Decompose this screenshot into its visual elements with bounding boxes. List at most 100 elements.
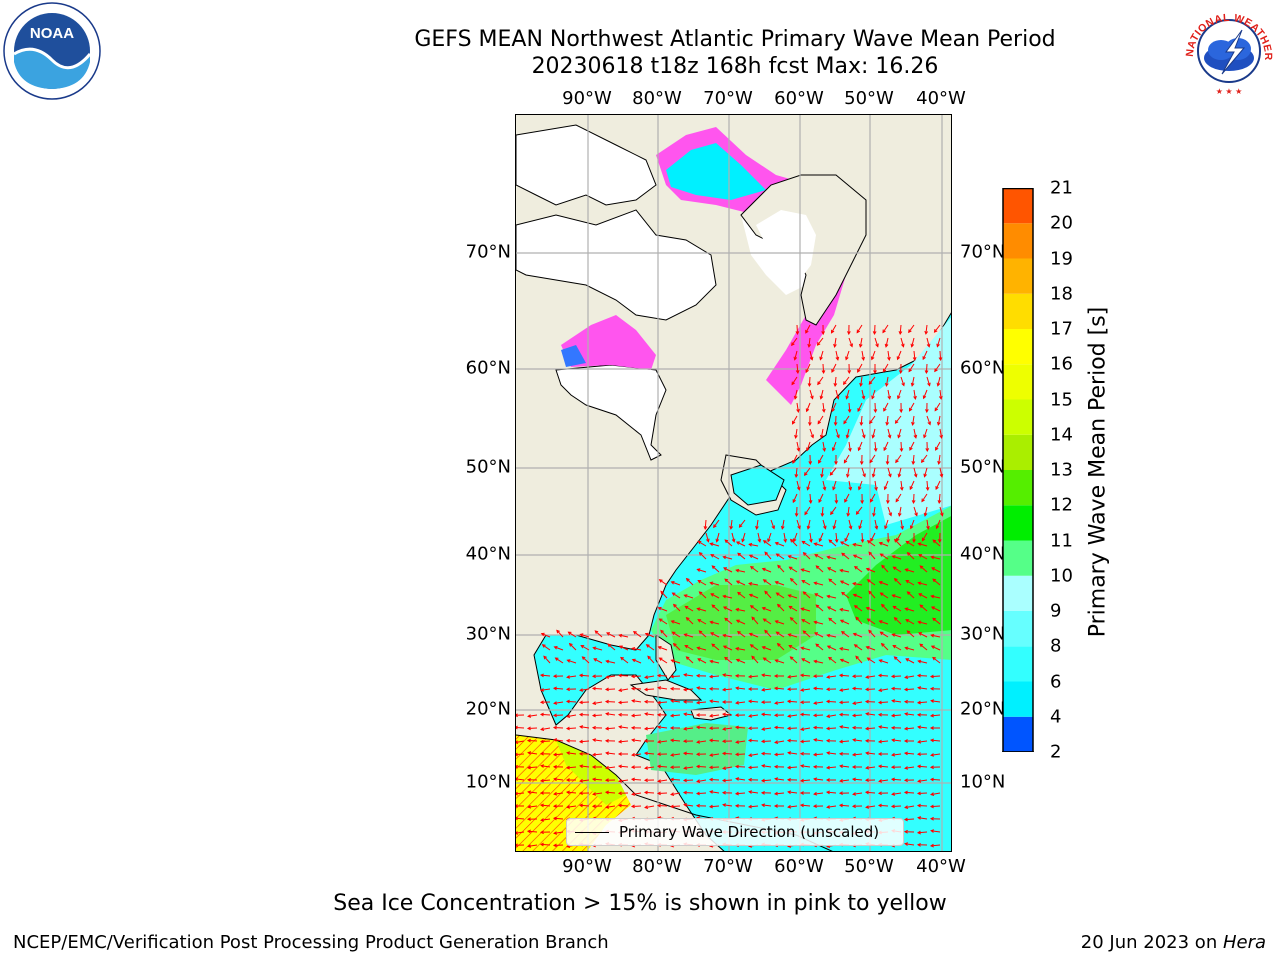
wave-arrow-head [893, 616, 898, 621]
wave-arrow-head [906, 630, 911, 634]
colorbar-segment [1003, 399, 1033, 435]
wave-arrow [912, 454, 915, 465]
wave-arrow-head [721, 712, 726, 717]
wave-arrow-head [764, 590, 768, 595]
wave-arrow [858, 519, 863, 529]
wave-arrow [820, 428, 824, 438]
wave-arrow-head [685, 577, 690, 582]
wave-arrow [831, 363, 837, 373]
wave-arrow [528, 805, 538, 808]
wave-arrow-head [864, 739, 869, 743]
wave-arrow [879, 659, 889, 664]
wave-arrow-head [724, 578, 729, 583]
wave-arrow [672, 631, 681, 638]
wave-arrow [606, 766, 616, 769]
wave-arrow-head [910, 343, 915, 348]
wave-arrow [541, 633, 551, 638]
wave-arrow-head [905, 658, 910, 662]
wave-arrow-head [617, 764, 622, 769]
wave-arrow-head [807, 343, 812, 348]
wave-arrow [840, 541, 850, 547]
lon-tick-top-50w: 50°W [844, 88, 894, 109]
wave-arrow-head [878, 620, 883, 624]
wave-arrow-head [886, 539, 891, 544]
colorbar-segment [1003, 681, 1033, 717]
wave-arrow-head [644, 632, 649, 637]
wave-arrow-head [685, 616, 690, 621]
wave-arrow-head [932, 617, 937, 622]
wave-arrow [735, 726, 746, 729]
wave-arrow [567, 805, 577, 808]
wave-arrow-head [868, 590, 872, 595]
wave-arrow-head [839, 580, 844, 584]
wave-arrow-head [656, 791, 661, 796]
greenland-interior [756, 210, 816, 285]
colorbar-tick-label: 2 [1050, 741, 1062, 763]
wave-arrow [540, 713, 551, 716]
wave-arrow [821, 467, 824, 477]
wave-arrow-head [773, 725, 778, 730]
wave-arrow [684, 727, 694, 730]
wave-arrow [905, 843, 915, 846]
wave-arrow-head [817, 420, 822, 425]
wave-arrow [697, 619, 707, 625]
wave-arrow-head [539, 830, 544, 835]
wave-arrow [776, 592, 785, 599]
wave-arrow-head [925, 409, 929, 414]
wave-arrow-head [526, 765, 531, 770]
wave-arrow-head [805, 329, 809, 334]
wave-arrow-head [565, 738, 570, 743]
wave-arrow [684, 804, 694, 807]
wave-arrow-head [909, 486, 914, 491]
wave-arrow-head [868, 551, 873, 556]
wave-arrow-head [657, 739, 662, 744]
wave-arrow [800, 674, 811, 677]
wave-arrow-head [864, 699, 869, 704]
wave-arrow [926, 519, 929, 529]
wave-arrow-head [708, 726, 713, 730]
wave-arrow [787, 766, 798, 769]
hudson-ice-blue [561, 345, 586, 367]
wave-arrow-head [930, 633, 935, 638]
wave-arrow-head [791, 420, 796, 425]
wave-arrow-head [841, 591, 845, 596]
wave-arrow-head [842, 381, 847, 386]
wave-arrow-head [713, 524, 717, 529]
wave-arrow-head [747, 777, 752, 782]
wave-arrow-head [858, 486, 862, 491]
wave-arrow [923, 428, 928, 438]
colorbar-segment [1003, 434, 1033, 470]
wave-arrow [874, 402, 876, 413]
wave-arrow-head [592, 646, 597, 651]
wave-arrow [776, 553, 785, 560]
wave-arrow-head [806, 486, 810, 491]
wave-arrow [787, 700, 798, 703]
wave-arrow [723, 766, 733, 770]
wave-arrow [840, 608, 850, 612]
wave-arrow-head [774, 581, 779, 585]
wave-arrow [618, 674, 629, 677]
wave-arrow [684, 674, 694, 677]
wave-arrow-head [886, 500, 890, 505]
wave-arrow-head [879, 553, 884, 557]
wave-arrow [671, 620, 681, 625]
colorbar-tick-label: 10 [1050, 565, 1073, 587]
wave-arrow [774, 792, 785, 795]
wave-arrow-head [774, 777, 779, 781]
wave-arrow-head [604, 699, 609, 704]
wave-arrow [802, 540, 811, 547]
wave-arrow-head [919, 643, 924, 648]
wave-arrow-head [553, 701, 558, 705]
wave-arrow-head [644, 675, 649, 679]
wave-arrow [809, 532, 812, 542]
wave-arrow [670, 778, 681, 781]
wave-arrow [796, 480, 800, 490]
wave-arrow [904, 688, 915, 691]
wave-arrow-head [773, 752, 778, 757]
wave-arrow [516, 831, 525, 834]
wave-arrow [867, 618, 876, 625]
wave-arrow [873, 506, 876, 516]
wave-arrow [632, 700, 642, 703]
wave-arrow-head [821, 408, 826, 413]
wave-arrow [794, 389, 798, 399]
